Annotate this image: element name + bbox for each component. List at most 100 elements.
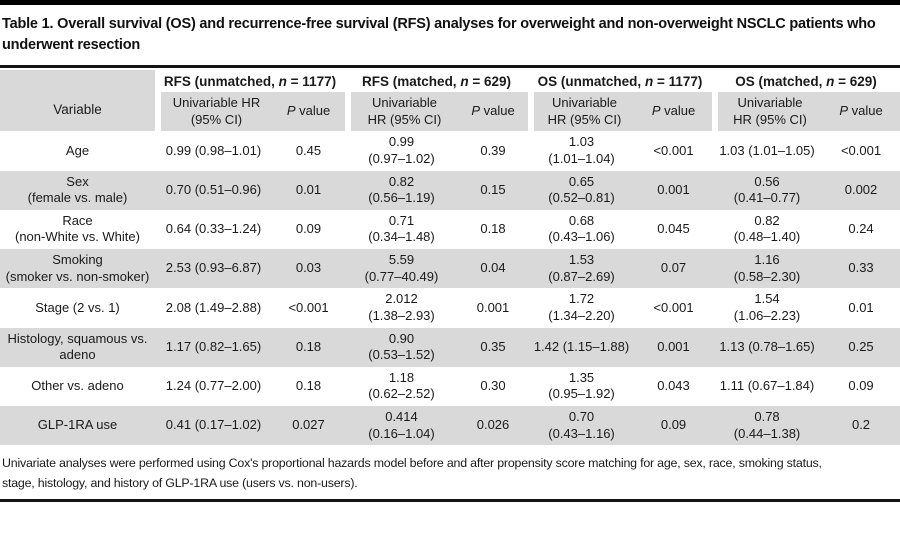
p-value-cell: 0.01: [272, 170, 345, 210]
hr-value-cell: 2.53 (0.93–6.87): [155, 249, 272, 289]
p-value-cell: <0.001: [635, 288, 713, 328]
p-value-cell: 0.09: [635, 406, 713, 446]
p-value-header-rfs-unmatched: P value: [272, 92, 345, 132]
p-value-cell: 0.01: [822, 288, 900, 328]
hr-value-cell: 0.71 (0.34–1.48): [345, 209, 458, 250]
hr-value-cell: 1.72 (1.34–2.20): [528, 288, 636, 328]
group-label-text: = 1177): [653, 73, 703, 89]
univariable-hr-header-rfs-unmatched: Univariable HR (95% CI): [155, 92, 272, 132]
p-value-label-text: value: [479, 103, 515, 119]
group-label-text: = 629): [468, 73, 511, 89]
hr-value-cell: 0.82 (0.56–1.19): [345, 170, 458, 210]
hr-value-cell: 1.03 (1.01–1.04): [528, 131, 636, 171]
hr-value-cell: 1.18 (0.62–2.52): [345, 366, 458, 407]
p-value-cell: 0.001: [635, 327, 713, 367]
n-symbol: n: [826, 73, 835, 89]
variable-cell: Stage (2 vs. 1): [0, 288, 155, 328]
p-value-cell: 0.045: [635, 209, 713, 250]
variable-header-label: Variable: [53, 101, 102, 117]
p-value-cell: 0.09: [272, 209, 345, 250]
hr-value-cell: 1.24 (0.77–2.00): [155, 366, 272, 407]
p-symbol: P: [839, 103, 848, 119]
n-symbol: n: [644, 73, 654, 89]
p-value-label-text: value: [295, 103, 331, 119]
p-value-cell: 0.043: [635, 366, 713, 407]
table-header: Variable RFS (unmatched, n = 1177) RFS (…: [0, 70, 900, 132]
group-header-rfs-unmatched: RFS (unmatched, n = 1177): [155, 70, 345, 93]
p-value-cell: 0.30: [458, 366, 529, 407]
hr-value-cell: 0.68 (0.43–1.06): [528, 209, 636, 250]
p-value-header-os-unmatched: P value: [635, 92, 713, 132]
n-symbol: n: [460, 73, 469, 89]
hr-value-cell: 0.56 (0.41–0.77): [712, 170, 823, 210]
p-value-cell: 0.07: [635, 249, 713, 289]
p-value-cell: 0.002: [822, 170, 900, 210]
table-bottom-rule: [0, 498, 900, 502]
p-value-cell: 0.18: [272, 366, 345, 407]
p-value-cell: 0.027: [272, 406, 345, 446]
group-header-os-matched: OS (matched, n = 629): [712, 70, 900, 93]
hr-value-cell: 0.70 (0.43–1.16): [528, 406, 636, 446]
hr-value-cell: 0.78 (0.44–1.38): [712, 406, 823, 446]
p-value-cell: 0.2: [822, 406, 900, 446]
p-value-cell: 0.001: [635, 170, 713, 210]
variable-cell: GLP-1RA use: [0, 406, 155, 446]
hr-value-cell: 5.59 (0.77–40.49): [345, 249, 458, 289]
p-value-cell: <0.001: [635, 131, 713, 171]
variable-cell: Race (non-White vs. White): [0, 209, 155, 250]
hr-value-cell: 2.08 (1.49–2.88): [155, 288, 272, 328]
table-row: Sex (female vs. male) 0.70 (0.51–0.96) 0…: [0, 170, 900, 210]
table-row: Other vs. adeno 1.24 (0.77–2.00) 0.18 1.…: [0, 366, 900, 407]
p-value-cell: 0.026: [458, 406, 529, 446]
group-label-text: OS (unmatched,: [537, 73, 645, 89]
hr-value-cell: 1.35 (0.95–1.92): [528, 366, 636, 407]
variable-column-header: Variable: [0, 70, 155, 132]
p-value-cell: 0.15: [458, 170, 529, 210]
p-value-cell: <0.001: [822, 131, 900, 171]
p-value-cell: 0.001: [458, 288, 529, 328]
p-value-cell: 0.18: [458, 209, 529, 250]
hr-value-cell: 0.82 (0.48–1.40): [712, 209, 823, 250]
p-value-label-text: value: [848, 103, 883, 119]
top-rule-bar: [0, 0, 900, 5]
table-footnote: Univariate analyses were performed using…: [2, 456, 822, 490]
group-label-text: OS (matched,: [735, 73, 827, 89]
univariable-hr-header-os-matched: Univariable HR (95% CI): [712, 92, 823, 132]
hr-value-cell: 1.17 (0.82–1.65): [155, 327, 272, 367]
univariable-hr-header-os-unmatched: Univariable HR (95% CI): [528, 92, 636, 132]
p-value-header-os-matched: P value: [822, 92, 900, 132]
group-label-text: = 1177): [286, 73, 337, 89]
hr-value-cell: 1.42 (1.15–1.88): [528, 327, 636, 367]
variable-cell: Sex (female vs. male): [0, 170, 155, 210]
variable-cell: Smoking (smoker vs. non-smoker): [0, 249, 155, 289]
hr-value-cell: 0.90 (0.53–1.52): [345, 327, 458, 367]
p-value-header-rfs-matched: P value: [458, 92, 529, 132]
group-label-text: = 629): [834, 73, 877, 89]
variable-cell: Histology, squamous vs. adeno: [0, 327, 155, 367]
hr-value-cell: 1.16 (0.58–2.30): [712, 249, 823, 289]
group-label-text: RFS (matched,: [362, 73, 461, 89]
table-row: Stage (2 vs. 1) 2.08 (1.49–2.88) <0.001 …: [0, 288, 900, 328]
hr-value-cell: 0.70 (0.51–0.96): [155, 170, 272, 210]
hr-value-cell: 0.65 (0.52–0.81): [528, 170, 636, 210]
p-symbol: P: [286, 103, 296, 119]
table-row: Histology, squamous vs. adeno 1.17 (0.82…: [0, 327, 900, 367]
p-value-cell: 0.45: [272, 131, 345, 171]
table-title: Table 1. Overall survival (OS) and recur…: [2, 16, 876, 54]
p-symbol: P: [471, 103, 480, 119]
univariable-hr-header-rfs-matched: Univariable HR (95% CI): [345, 92, 458, 132]
p-value-cell: 0.25: [822, 327, 900, 367]
p-value-cell: 0.04: [458, 249, 529, 289]
group-header-rfs-matched: RFS (matched, n = 629): [345, 70, 529, 93]
hr-value-cell: 0.99 (0.97–1.02): [345, 131, 458, 171]
p-value-cell: 0.33: [822, 249, 900, 289]
survival-table: Variable RFS (unmatched, n = 1177) RFS (…: [0, 70, 900, 446]
hr-value-cell: 1.13 (0.78–1.65): [712, 327, 823, 367]
table-body: Age 0.99 (0.98–1.01) 0.45 0.99 (0.97–1.0…: [0, 131, 900, 446]
hr-value-cell: 1.03 (1.01–1.05): [712, 131, 823, 171]
p-value-cell: 0.35: [458, 327, 529, 367]
table-row: Age 0.99 (0.98–1.01) 0.45 0.99 (0.97–1.0…: [0, 131, 900, 171]
p-symbol: P: [651, 103, 661, 119]
p-value-cell: 0.39: [458, 131, 529, 171]
